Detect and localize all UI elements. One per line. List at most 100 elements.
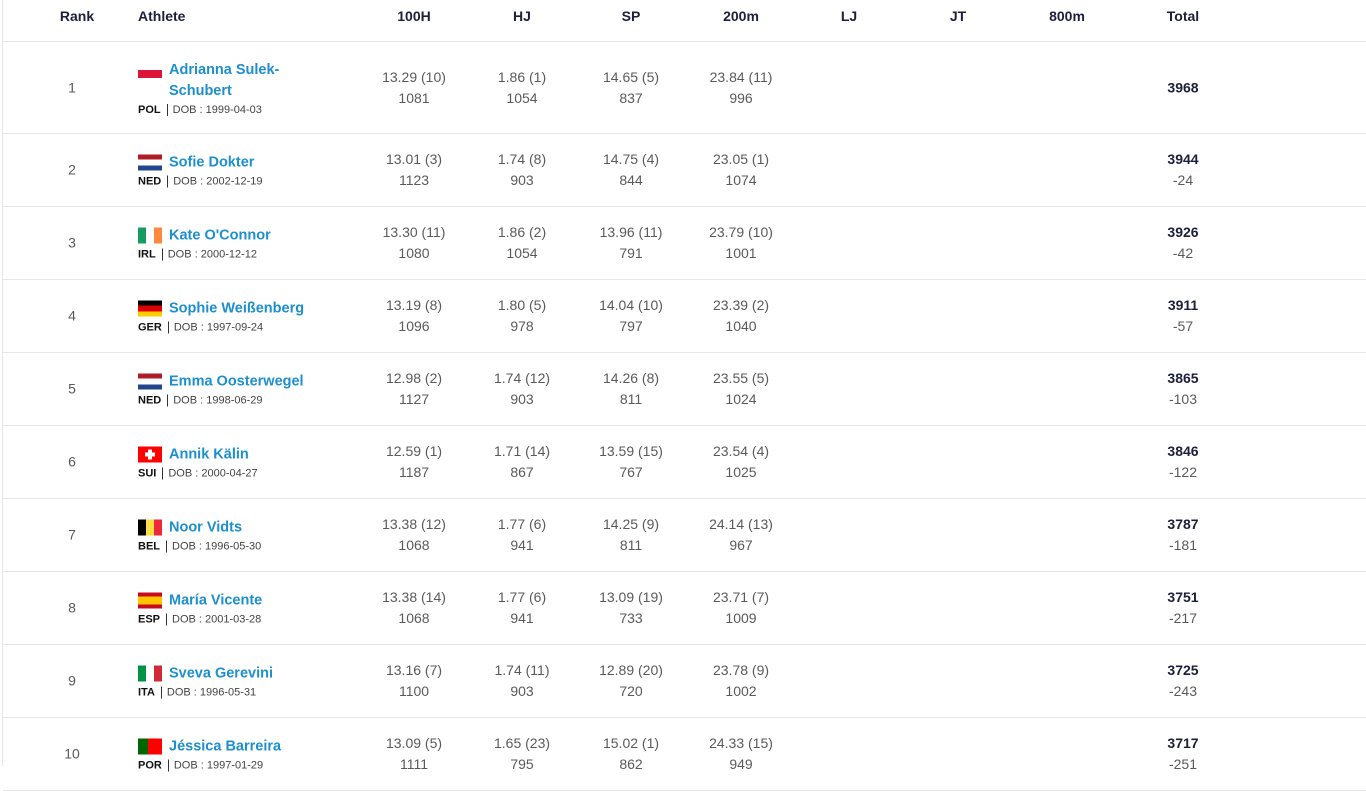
points: 862 — [619, 756, 643, 772]
event-result: 14.75 (4) 844 — [603, 149, 659, 191]
athlete-name[interactable]: Sofie Dokter — [169, 154, 255, 171]
athlete-cell: María Vicente ESP DOB : 2001-03-28 — [138, 591, 319, 626]
country-code: GER — [138, 321, 169, 334]
event-result: 13.29 (10) 1081 — [382, 67, 446, 109]
event-result: 12.59 (1) 1187 — [386, 441, 442, 483]
points: 1187 — [398, 464, 430, 480]
column-header: SP — [621, 8, 641, 24]
event-result: 13.16 (7) 1100 — [386, 660, 442, 702]
rank: 2 — [68, 161, 76, 178]
event-result: 14.04 (10) 797 — [599, 295, 663, 337]
event-result: 24.14 (13) 967 — [709, 514, 773, 556]
event-result: 1.80 (5) 978 — [498, 295, 546, 337]
points: 1127 — [398, 391, 430, 407]
performance: 1.65 (23) — [493, 735, 551, 751]
event-result: 1.77 (6) 941 — [498, 587, 546, 629]
event-result: 13.09 (5) 1111 — [386, 733, 442, 775]
performance: 12.59 (1) — [385, 443, 443, 459]
athlete-row: 4 Sophie Weißenberg GER DOB : 1997-09-24 13.… — [3, 280, 1366, 353]
name-line: Sveva Gerevini — [138, 664, 319, 685]
performance: 13.09 (5) — [385, 735, 443, 751]
performance: 23.84 (11) — [709, 68, 773, 85]
points: 941 — [510, 610, 534, 626]
total: 3751 — [1167, 589, 1199, 605]
points: 1054 — [506, 89, 538, 106]
points-behind: -24 — [1172, 172, 1194, 188]
points: 837 — [619, 89, 643, 106]
event-result: 1.71 (14) 867 — [494, 441, 550, 483]
event-result: 1.74 (12) 903 — [494, 368, 550, 410]
athlete-cell: Noor Vidts BEL DOB : 1996-05-30 — [138, 518, 319, 553]
performance: 1.74 (11) — [494, 662, 550, 678]
country-code: IRL — [138, 248, 163, 261]
points: 1054 — [506, 245, 538, 261]
date-of-birth: DOB : 2001-03-28 — [172, 613, 262, 626]
points: 844 — [619, 172, 643, 188]
athlete-name[interactable]: Annik Kälin — [169, 446, 249, 463]
country-code: POL — [138, 103, 168, 116]
athlete-row: 5 Emma Oosterwegel NED DOB : 1998-06-29 12.9… — [3, 353, 1366, 426]
athlete-meta: IRL DOB : 2000-12-12 — [138, 248, 319, 261]
athlete-name[interactable]: Emma Oosterwegel — [169, 373, 304, 390]
athlete-cell: Kate O'Connor IRL DOB : 2000-12-12 — [138, 226, 319, 261]
athlete-name[interactable]: Sveva Gerevini — [169, 665, 273, 682]
date-of-birth: DOB : 1996-05-31 — [166, 686, 257, 699]
flag — [138, 592, 162, 609]
total-cell: 3787 -181 — [1167, 514, 1198, 556]
column-header: 200m — [723, 8, 759, 24]
event-result: 14.26 (8) 811 — [603, 368, 659, 410]
athlete-cell: Emma Oosterwegel NED DOB : 1998-06-29 — [138, 372, 319, 407]
points-behind: -42 — [1172, 245, 1194, 261]
performance: 23.78 (9) — [712, 662, 770, 678]
event-result: 14.25 (9) 811 — [603, 514, 659, 556]
event-result: 1.77 (6) 941 — [498, 514, 546, 556]
points: 1002 — [725, 683, 757, 699]
athlete-name[interactable]: Sophie Weißenberg — [169, 300, 305, 317]
points: 1001 — [725, 245, 757, 261]
date-of-birth: DOB : 1999-04-03 — [172, 103, 262, 116]
athlete-name[interactable]: Noor Vidts — [169, 519, 243, 536]
event-result: 1.86 (1) 1054 — [498, 67, 546, 109]
flag — [138, 519, 162, 536]
athlete-name[interactable]: Kate O'Connor — [169, 227, 271, 244]
points-behind: -243 — [1168, 683, 1198, 699]
flag — [138, 227, 162, 244]
column-header: Total — [1166, 8, 1200, 24]
total-cell: 3725 -243 — [1167, 660, 1198, 702]
total: 3846 — [1167, 443, 1199, 459]
athlete-meta: NED DOB : 2002-12-19 — [138, 175, 319, 188]
event-result: 23.79 (10) 1001 — [709, 222, 773, 264]
athlete-name[interactable]: Jéssica Barreira — [169, 738, 282, 755]
performance: 24.14 (13) — [709, 516, 773, 532]
event-result: 1.74 (11) 903 — [495, 660, 550, 702]
performance: 13.38 (12) — [382, 516, 446, 532]
event-result: 15.02 (1) 862 — [603, 733, 659, 775]
performance: 12.98 (2) — [385, 370, 443, 386]
flag — [138, 738, 162, 755]
total-cell: 3865 -103 — [1167, 368, 1198, 410]
athlete-name[interactable]: Adrianna Sulek-Schubert — [169, 61, 280, 99]
date-of-birth: DOB : 1996-05-30 — [172, 540, 262, 553]
total-cell: 3846 -122 — [1167, 441, 1198, 483]
date-of-birth: DOB : 2002-12-19 — [173, 175, 263, 188]
column-header: Athlete — [138, 8, 186, 24]
flag — [138, 300, 162, 317]
points: 811 — [619, 537, 643, 553]
flag — [138, 373, 162, 390]
athlete-cell: Annik Kälin SUI DOB : 2000-04-27 — [138, 445, 319, 480]
name-line: Jéssica Barreira — [138, 737, 319, 758]
total-cell: 3751 -217 — [1167, 587, 1198, 629]
athlete-meta: GER DOB : 1997-09-24 — [138, 321, 319, 334]
athlete-meta: NED DOB : 1998-06-29 — [138, 394, 319, 407]
athlete-cell: Sophie Weißenberg GER DOB : 1997-09-24 — [138, 299, 319, 334]
name-line: Sofie Dokter — [138, 153, 319, 174]
event-result: 23.71 (7) 1009 — [713, 587, 769, 629]
points: 767 — [619, 464, 643, 480]
performance: 23.55 (5) — [712, 370, 770, 386]
athlete-row: 3 Kate O'Connor IRL DOB : 2000-12-12 13.30 (… — [3, 207, 1366, 280]
points: 1024 — [725, 391, 757, 407]
athlete-row: 7 Noor Vidts BEL DOB : 1996-05-30 13.38 (12)… — [3, 499, 1366, 572]
athlete-name[interactable]: María Vicente — [169, 592, 263, 609]
event-result: 23.39 (2) 1040 — [713, 295, 769, 337]
